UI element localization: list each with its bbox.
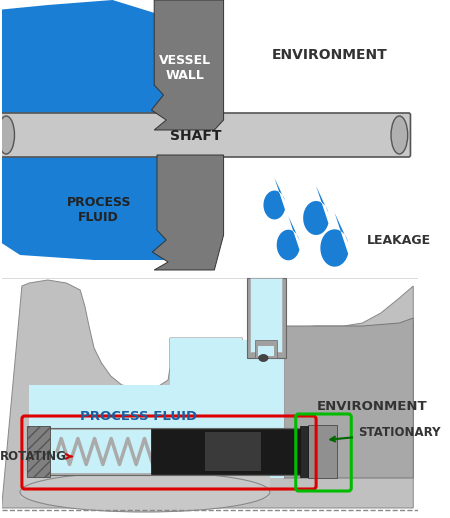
- Polygon shape: [152, 0, 224, 130]
- Bar: [152, 429, 302, 474]
- Bar: [250, 278, 282, 352]
- Bar: [27, 428, 337, 475]
- Text: VESSEL
WALL: VESSEL WALL: [159, 54, 211, 82]
- Bar: [27, 426, 50, 477]
- Text: ENVIRONMENT: ENVIRONMENT: [316, 399, 427, 412]
- Polygon shape: [153, 155, 224, 270]
- Polygon shape: [29, 338, 284, 478]
- Polygon shape: [264, 178, 285, 220]
- Text: PROCESS FLUID: PROCESS FLUID: [80, 410, 197, 423]
- Polygon shape: [284, 318, 413, 478]
- Text: ROTATING: ROTATING: [0, 450, 72, 463]
- Bar: [205, 432, 261, 471]
- Polygon shape: [277, 216, 299, 261]
- Bar: [20, 471, 270, 499]
- Ellipse shape: [391, 116, 408, 154]
- Text: SHAFT: SHAFT: [170, 129, 221, 143]
- Text: PROCESS
FLUID: PROCESS FLUID: [67, 196, 131, 224]
- Bar: [308, 425, 338, 478]
- Text: STATIONARY: STATIONARY: [330, 426, 440, 441]
- Bar: [301, 426, 308, 477]
- FancyBboxPatch shape: [0, 113, 410, 157]
- Bar: [29, 430, 335, 473]
- Bar: [255, 340, 277, 358]
- Polygon shape: [320, 213, 348, 267]
- Polygon shape: [303, 186, 328, 235]
- Bar: [258, 346, 274, 356]
- Polygon shape: [0, 0, 214, 260]
- Text: LEAKAGE: LEAKAGE: [367, 234, 431, 247]
- Polygon shape: [1, 280, 413, 508]
- Bar: [247, 278, 286, 358]
- Ellipse shape: [20, 472, 270, 512]
- Text: ENVIRONMENT: ENVIRONMENT: [272, 48, 388, 62]
- Ellipse shape: [259, 354, 268, 362]
- Ellipse shape: [0, 116, 14, 154]
